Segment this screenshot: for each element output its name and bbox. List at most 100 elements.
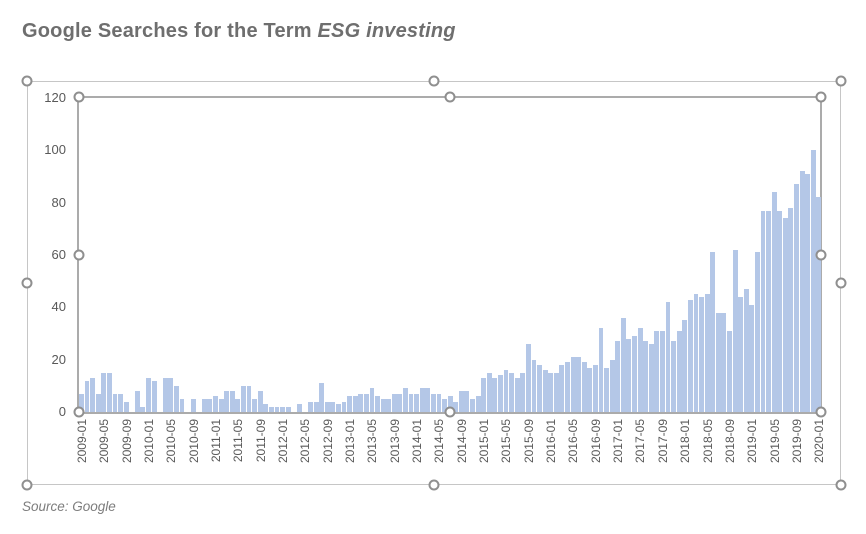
selection-handle[interactable] [73, 406, 85, 418]
bar-2009-03[interactable] [90, 378, 96, 412]
bar-2018-06[interactable] [710, 252, 716, 412]
bar-2011-06[interactable] [241, 385, 246, 412]
bar-2011-08[interactable] [252, 398, 258, 412]
bar-2014-09[interactable] [458, 391, 464, 412]
bar-2009-05[interactable] [101, 372, 107, 412]
bar-2012-09[interactable] [324, 401, 330, 412]
bar-2013-04[interactable] [363, 393, 369, 412]
bar-2013-06[interactable] [375, 396, 380, 412]
bar-2015-04[interactable] [497, 375, 503, 412]
bar-2015-02[interactable] [486, 372, 492, 412]
bar-2012-01[interactable] [280, 406, 285, 412]
bar-2015-03[interactable] [492, 378, 498, 412]
selection-handle[interactable] [73, 249, 85, 261]
bar-2013-05[interactable] [369, 388, 375, 412]
bar-2009-07[interactable] [112, 393, 118, 412]
bar-2017-06[interactable] [643, 341, 649, 412]
bar-2016-06[interactable] [576, 357, 582, 412]
bar-2012-02[interactable] [285, 406, 291, 412]
bar-2017-07[interactable] [648, 344, 654, 412]
bar-2019-11[interactable] [805, 173, 811, 412]
bar-2009-12[interactable] [140, 406, 146, 412]
bar-2014-03[interactable] [425, 388, 431, 412]
bar-2016-07[interactable] [581, 362, 587, 412]
bar-2013-10[interactable] [397, 393, 403, 412]
bar-2016-08[interactable] [587, 367, 593, 412]
bar-2013-03[interactable] [358, 393, 364, 412]
bar-2019-08[interactable] [788, 207, 794, 412]
bar-2017-09[interactable] [659, 330, 665, 412]
bar-2017-02[interactable] [620, 317, 626, 412]
bar-2018-03[interactable] [693, 294, 699, 412]
bar-2017-11[interactable] [671, 341, 677, 412]
bar-2009-09[interactable] [123, 401, 129, 412]
bar-2015-01[interactable] [481, 378, 487, 412]
bar-series[interactable] [79, 98, 822, 412]
selection-handle[interactable] [815, 406, 827, 418]
bar-2010-01[interactable] [146, 378, 151, 412]
bar-2013-12[interactable] [408, 393, 414, 412]
bar-2011-09[interactable] [257, 391, 263, 412]
bar-2011-10[interactable] [263, 404, 269, 412]
bar-2018-11[interactable] [738, 296, 744, 412]
bar-2015-08[interactable] [520, 372, 526, 412]
bar-2020-01[interactable] [816, 197, 822, 412]
bar-2013-09[interactable] [391, 393, 397, 412]
bar-2016-03[interactable] [559, 364, 565, 412]
bar-2018-05[interactable] [704, 294, 710, 412]
bar-2013-02[interactable] [352, 396, 358, 412]
selection-handle[interactable] [21, 479, 33, 491]
bar-2019-01[interactable] [749, 304, 755, 412]
bar-2019-05[interactable] [771, 192, 777, 412]
selection-handle[interactable] [428, 479, 440, 491]
bar-2010-09[interactable] [190, 398, 196, 412]
bar-2009-01[interactable] [79, 393, 84, 412]
selection-handle[interactable] [835, 479, 847, 491]
bar-2010-06[interactable] [173, 385, 179, 412]
bar-2019-07[interactable] [782, 218, 788, 412]
bar-2015-07[interactable] [514, 378, 520, 412]
selection-handle[interactable] [444, 406, 456, 418]
bar-2011-05[interactable] [235, 398, 241, 412]
bar-2014-10[interactable] [464, 391, 470, 412]
bar-2018-04[interactable] [699, 296, 704, 412]
bar-2011-02[interactable] [218, 398, 224, 412]
bar-2017-08[interactable] [654, 330, 660, 412]
bar-2018-01[interactable] [682, 320, 688, 412]
bar-2013-11[interactable] [403, 388, 408, 412]
bar-2009-11[interactable] [134, 391, 140, 412]
bar-2010-12[interactable] [207, 398, 213, 412]
bar-2016-04[interactable] [565, 362, 570, 412]
selection-handle[interactable] [21, 277, 33, 289]
bar-2010-07[interactable] [179, 398, 185, 412]
bar-2011-04[interactable] [229, 391, 235, 412]
bar-2015-11[interactable] [537, 364, 542, 412]
bar-2010-11[interactable] [201, 398, 207, 412]
bar-2014-12[interactable] [475, 396, 481, 412]
bar-2015-09[interactable] [525, 344, 531, 412]
bar-2010-04[interactable] [162, 378, 168, 412]
bar-2011-07[interactable] [246, 385, 252, 412]
bar-2015-06[interactable] [509, 372, 515, 412]
bar-2019-04[interactable] [766, 210, 772, 412]
bar-2014-04[interactable] [430, 393, 436, 412]
bar-2016-12[interactable] [609, 359, 615, 412]
bar-2009-06[interactable] [106, 372, 112, 412]
bar-2017-10[interactable] [665, 302, 671, 412]
bar-2014-05[interactable] [436, 393, 442, 412]
selection-handle[interactable] [835, 75, 847, 87]
bar-2012-07[interactable] [313, 401, 319, 412]
bar-2011-03[interactable] [224, 391, 230, 412]
bar-2016-11[interactable] [604, 367, 610, 412]
bar-2014-01[interactable] [414, 393, 420, 412]
bar-2014-07[interactable] [447, 396, 453, 412]
selection-handle[interactable] [444, 91, 456, 103]
bar-2009-04[interactable] [95, 393, 101, 412]
bar-2018-07[interactable] [715, 312, 721, 412]
bar-2014-02[interactable] [419, 388, 425, 412]
bar-2012-04[interactable] [296, 404, 302, 412]
bar-2019-12[interactable] [810, 150, 816, 412]
bar-2016-01[interactable] [548, 372, 554, 412]
selection-handle[interactable] [73, 91, 85, 103]
bar-2019-10[interactable] [799, 171, 805, 412]
